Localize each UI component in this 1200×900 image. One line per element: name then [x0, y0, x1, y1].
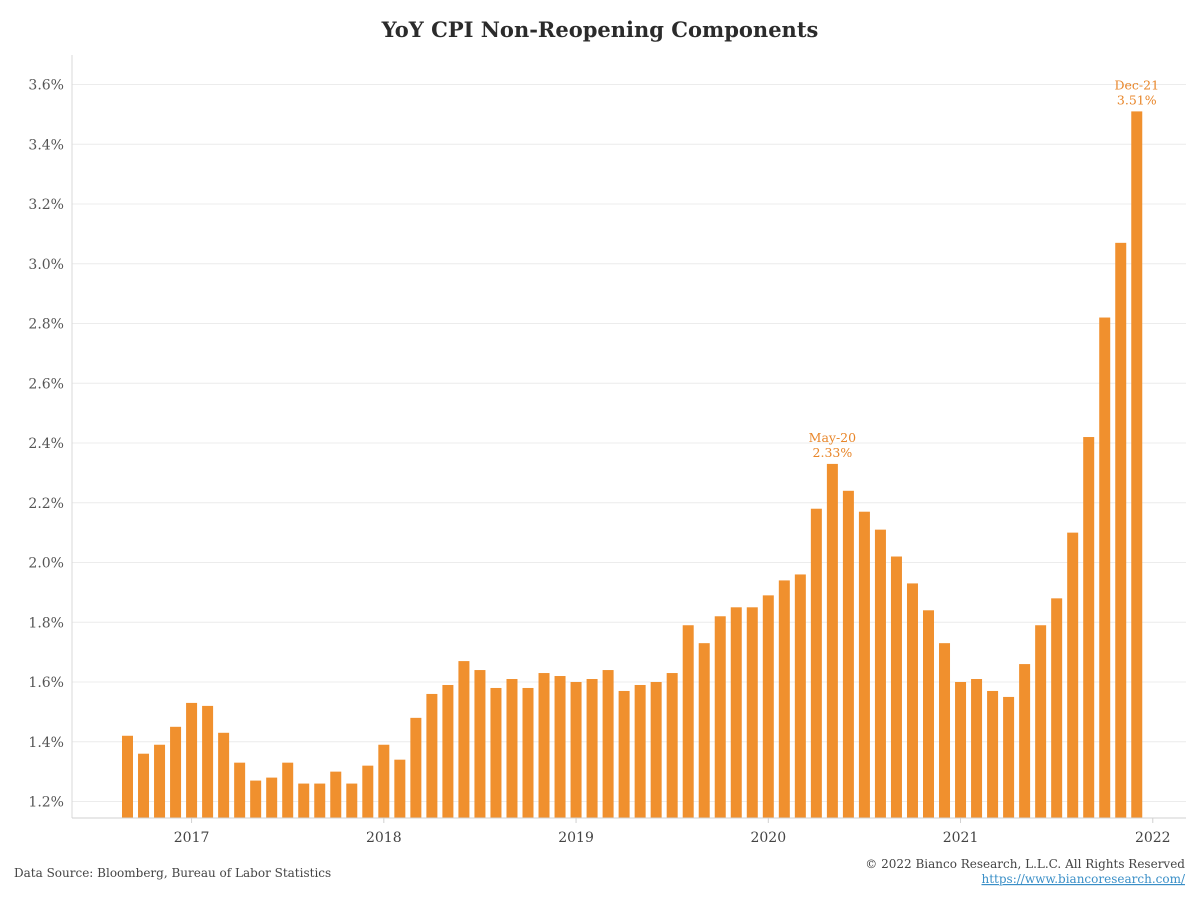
- annotation-value: 2.33%: [813, 445, 853, 460]
- y-tick-label: 2.4%: [28, 436, 64, 452]
- bar-2019-11: [730, 607, 742, 818]
- bar-2016-11: [154, 744, 166, 818]
- bar-2020-07: [858, 511, 870, 818]
- bar-2019-09: [698, 643, 710, 818]
- y-tick-label: 1.2%: [28, 795, 64, 811]
- bar-2017-01: [186, 702, 198, 818]
- bar-2019-06: [650, 682, 662, 818]
- bar-2020-06: [842, 490, 854, 818]
- y-tick-label: 1.4%: [28, 735, 64, 751]
- bar-2017-10: [330, 771, 342, 819]
- bar-2017-06: [266, 777, 278, 818]
- bar-2017-04: [234, 762, 246, 818]
- x-tick-label: 2017: [174, 830, 210, 846]
- bar-2021-12: [1131, 111, 1143, 818]
- bar-2020-04: [810, 508, 822, 818]
- bar-2018-06: [458, 661, 470, 818]
- bar-2021-04: [1003, 696, 1015, 818]
- bar-2021-07: [1051, 598, 1063, 818]
- y-tick-label: 1.8%: [28, 615, 64, 631]
- bar-2017-09: [314, 783, 326, 818]
- bar-2019-03: [602, 670, 614, 818]
- bar-2018-09: [506, 679, 518, 818]
- y-tick-label: 2.2%: [28, 496, 64, 512]
- y-tick-label: 2.6%: [28, 376, 64, 392]
- data-source-note: Data Source: Bloomberg, Bureau of Labor …: [14, 866, 331, 880]
- copyright-note: © 2022 Bianco Research, L.L.C. All Right…: [865, 857, 1185, 871]
- bar-2018-03: [410, 717, 422, 818]
- y-tick-label: 2.0%: [28, 556, 64, 572]
- bar-2018-12: [554, 676, 566, 818]
- bar-2018-08: [490, 687, 502, 818]
- annotation-value: 3.51%: [1117, 92, 1157, 107]
- bar-2019-12: [746, 607, 758, 818]
- bar-2020-02: [778, 580, 790, 818]
- bar-2019-05: [634, 684, 646, 818]
- bar-2021-03: [987, 690, 999, 818]
- bar-2021-09: [1083, 437, 1095, 818]
- bar-2017-12: [362, 765, 374, 818]
- bar-2021-11: [1115, 242, 1127, 819]
- bar-2017-05: [250, 780, 262, 818]
- y-tick-label: 2.8%: [28, 317, 64, 333]
- bar-2021-02: [971, 679, 983, 818]
- bar-2019-01: [570, 682, 582, 818]
- y-axis: 1.2% 1.4% 1.6% 1.8% 2.0% 2.2% 2.4% 2.6% 2.8% 3.0%…: [28, 55, 73, 818]
- bar-2020-03: [794, 574, 806, 818]
- bar-2019-04: [618, 690, 630, 818]
- bar-2020-12: [939, 643, 951, 818]
- bar-2018-05: [442, 684, 454, 818]
- bar-2019-10: [714, 616, 726, 818]
- bar-2020-11: [923, 610, 934, 818]
- bar-2018-07: [474, 670, 486, 818]
- bar-2018-02: [394, 759, 406, 818]
- annotations: May-202.33% Dec-213.51%: [809, 77, 1159, 460]
- bar-2018-11: [538, 673, 550, 818]
- bar-2019-07: [666, 673, 678, 818]
- website-link[interactable]: https://www.biancoresearch.com/: [981, 872, 1185, 886]
- bar-2020-10: [906, 583, 918, 818]
- y-tick-label: 1.6%: [28, 675, 64, 691]
- x-tick-label: 2022: [1135, 830, 1171, 846]
- chart-title: YoY CPI Non-Reopening Components: [381, 17, 819, 42]
- bar-2020-08: [874, 529, 886, 818]
- bar-2021-08: [1067, 532, 1079, 819]
- bar-2017-07: [282, 762, 294, 818]
- bar-2017-03: [218, 732, 230, 818]
- bar-2019-02: [586, 679, 598, 818]
- annotation-label: May-20: [809, 430, 856, 445]
- bar-2016-09: [122, 735, 133, 818]
- bar-2017-11: [346, 783, 358, 818]
- bar-2019-08: [682, 625, 694, 818]
- x-tick-label: 2020: [750, 830, 786, 846]
- bar-2018-10: [522, 687, 534, 818]
- bar-2020-01: [762, 595, 774, 818]
- bar-2020-05: [826, 463, 838, 818]
- y-tick-label: 3.4%: [28, 137, 64, 153]
- x-axis: 2017 2018 2019 2020 2021 2022: [72, 817, 1186, 846]
- x-tick-label: 2021: [943, 830, 979, 846]
- bar-2021-06: [1035, 625, 1047, 818]
- bar-2021-10: [1099, 317, 1111, 818]
- x-tick-label: 2019: [558, 830, 594, 846]
- y-tick-label: 3.2%: [28, 197, 64, 213]
- y-tick-label: 3.6%: [28, 78, 64, 94]
- y-tick-label: 3.0%: [28, 257, 64, 273]
- bar-2017-08: [298, 783, 310, 818]
- bar-2021-05: [1019, 664, 1031, 818]
- bar-2017-02: [202, 705, 214, 818]
- x-tick-label: 2018: [366, 830, 402, 846]
- bar-2016-12: [170, 726, 182, 818]
- bar-2020-09: [890, 556, 902, 818]
- bar-2018-01: [378, 744, 390, 818]
- bar-2016-10: [138, 753, 150, 818]
- bars: [122, 111, 1143, 819]
- gridlines: [72, 84, 1186, 802]
- annotation-label: Dec-21: [1114, 77, 1159, 92]
- bar-2018-04: [426, 693, 438, 818]
- bar-2021-01: [955, 682, 967, 818]
